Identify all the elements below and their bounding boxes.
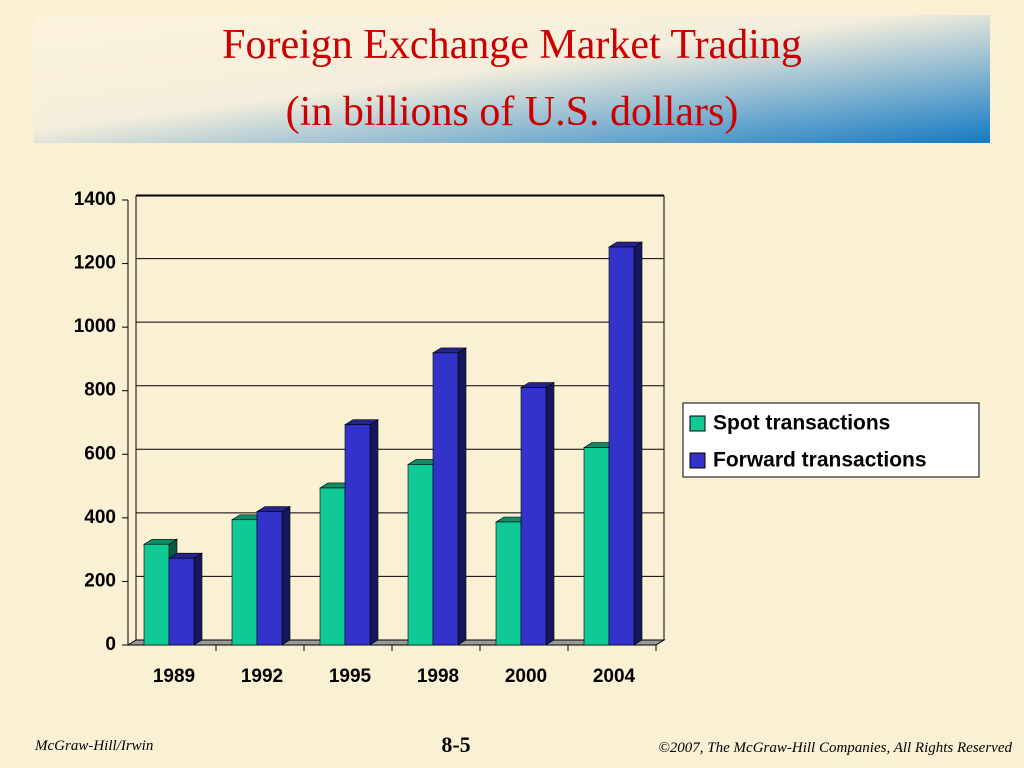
bar (520, 387, 547, 646)
y-tick-label: 1400 (74, 189, 116, 210)
y-tick-label: 0 (105, 634, 116, 655)
x-tick-label: 1992 (241, 666, 283, 687)
bar (583, 447, 610, 646)
x-tick-label: 1989 (153, 666, 195, 687)
bar (608, 246, 635, 646)
legend-box (682, 402, 980, 478)
footer-left: McGraw-Hill/Irwin (34, 738, 153, 754)
bar-side (545, 381, 555, 646)
bar-side (193, 552, 203, 646)
y-tick-label: 600 (84, 443, 116, 464)
legend-swatch (689, 415, 706, 432)
bar (432, 352, 459, 646)
bar (256, 511, 283, 646)
bar-side (457, 347, 467, 646)
y-tick-label: 200 (84, 570, 116, 591)
bar (319, 487, 346, 646)
chart-title: Foreign Exchange Market Trading (222, 22, 802, 68)
plot-floor (126, 639, 666, 646)
chart-subtitle: (in billions of U.S. dollars) (286, 89, 739, 135)
bar (231, 519, 258, 646)
y-tick-label: 1200 (74, 253, 116, 274)
x-tick-label: 1998 (417, 666, 459, 687)
bar-side (633, 241, 643, 646)
bar (168, 557, 195, 646)
footer-right: ©2007, The McGraw-Hill Companies, All Ri… (658, 740, 1012, 756)
y-tick-label: 400 (84, 507, 116, 528)
bar (143, 543, 170, 646)
y-tick-label: 1000 (74, 316, 116, 337)
legend-swatch (689, 452, 706, 469)
bar-side (281, 505, 291, 646)
footer-center: 8-5 (441, 732, 470, 757)
x-tick-label: 2004 (593, 666, 636, 687)
legend-label: Spot transactions (713, 412, 890, 435)
header-band (34, 15, 990, 143)
legend-label: Forward transactions (713, 449, 927, 472)
x-tick-label: 1995 (329, 666, 372, 687)
x-tick-label: 2000 (505, 666, 547, 687)
bar-side (369, 419, 379, 646)
bar (407, 464, 434, 646)
y-tick-label: 800 (84, 380, 116, 401)
bar (495, 521, 522, 646)
bar (344, 424, 371, 646)
